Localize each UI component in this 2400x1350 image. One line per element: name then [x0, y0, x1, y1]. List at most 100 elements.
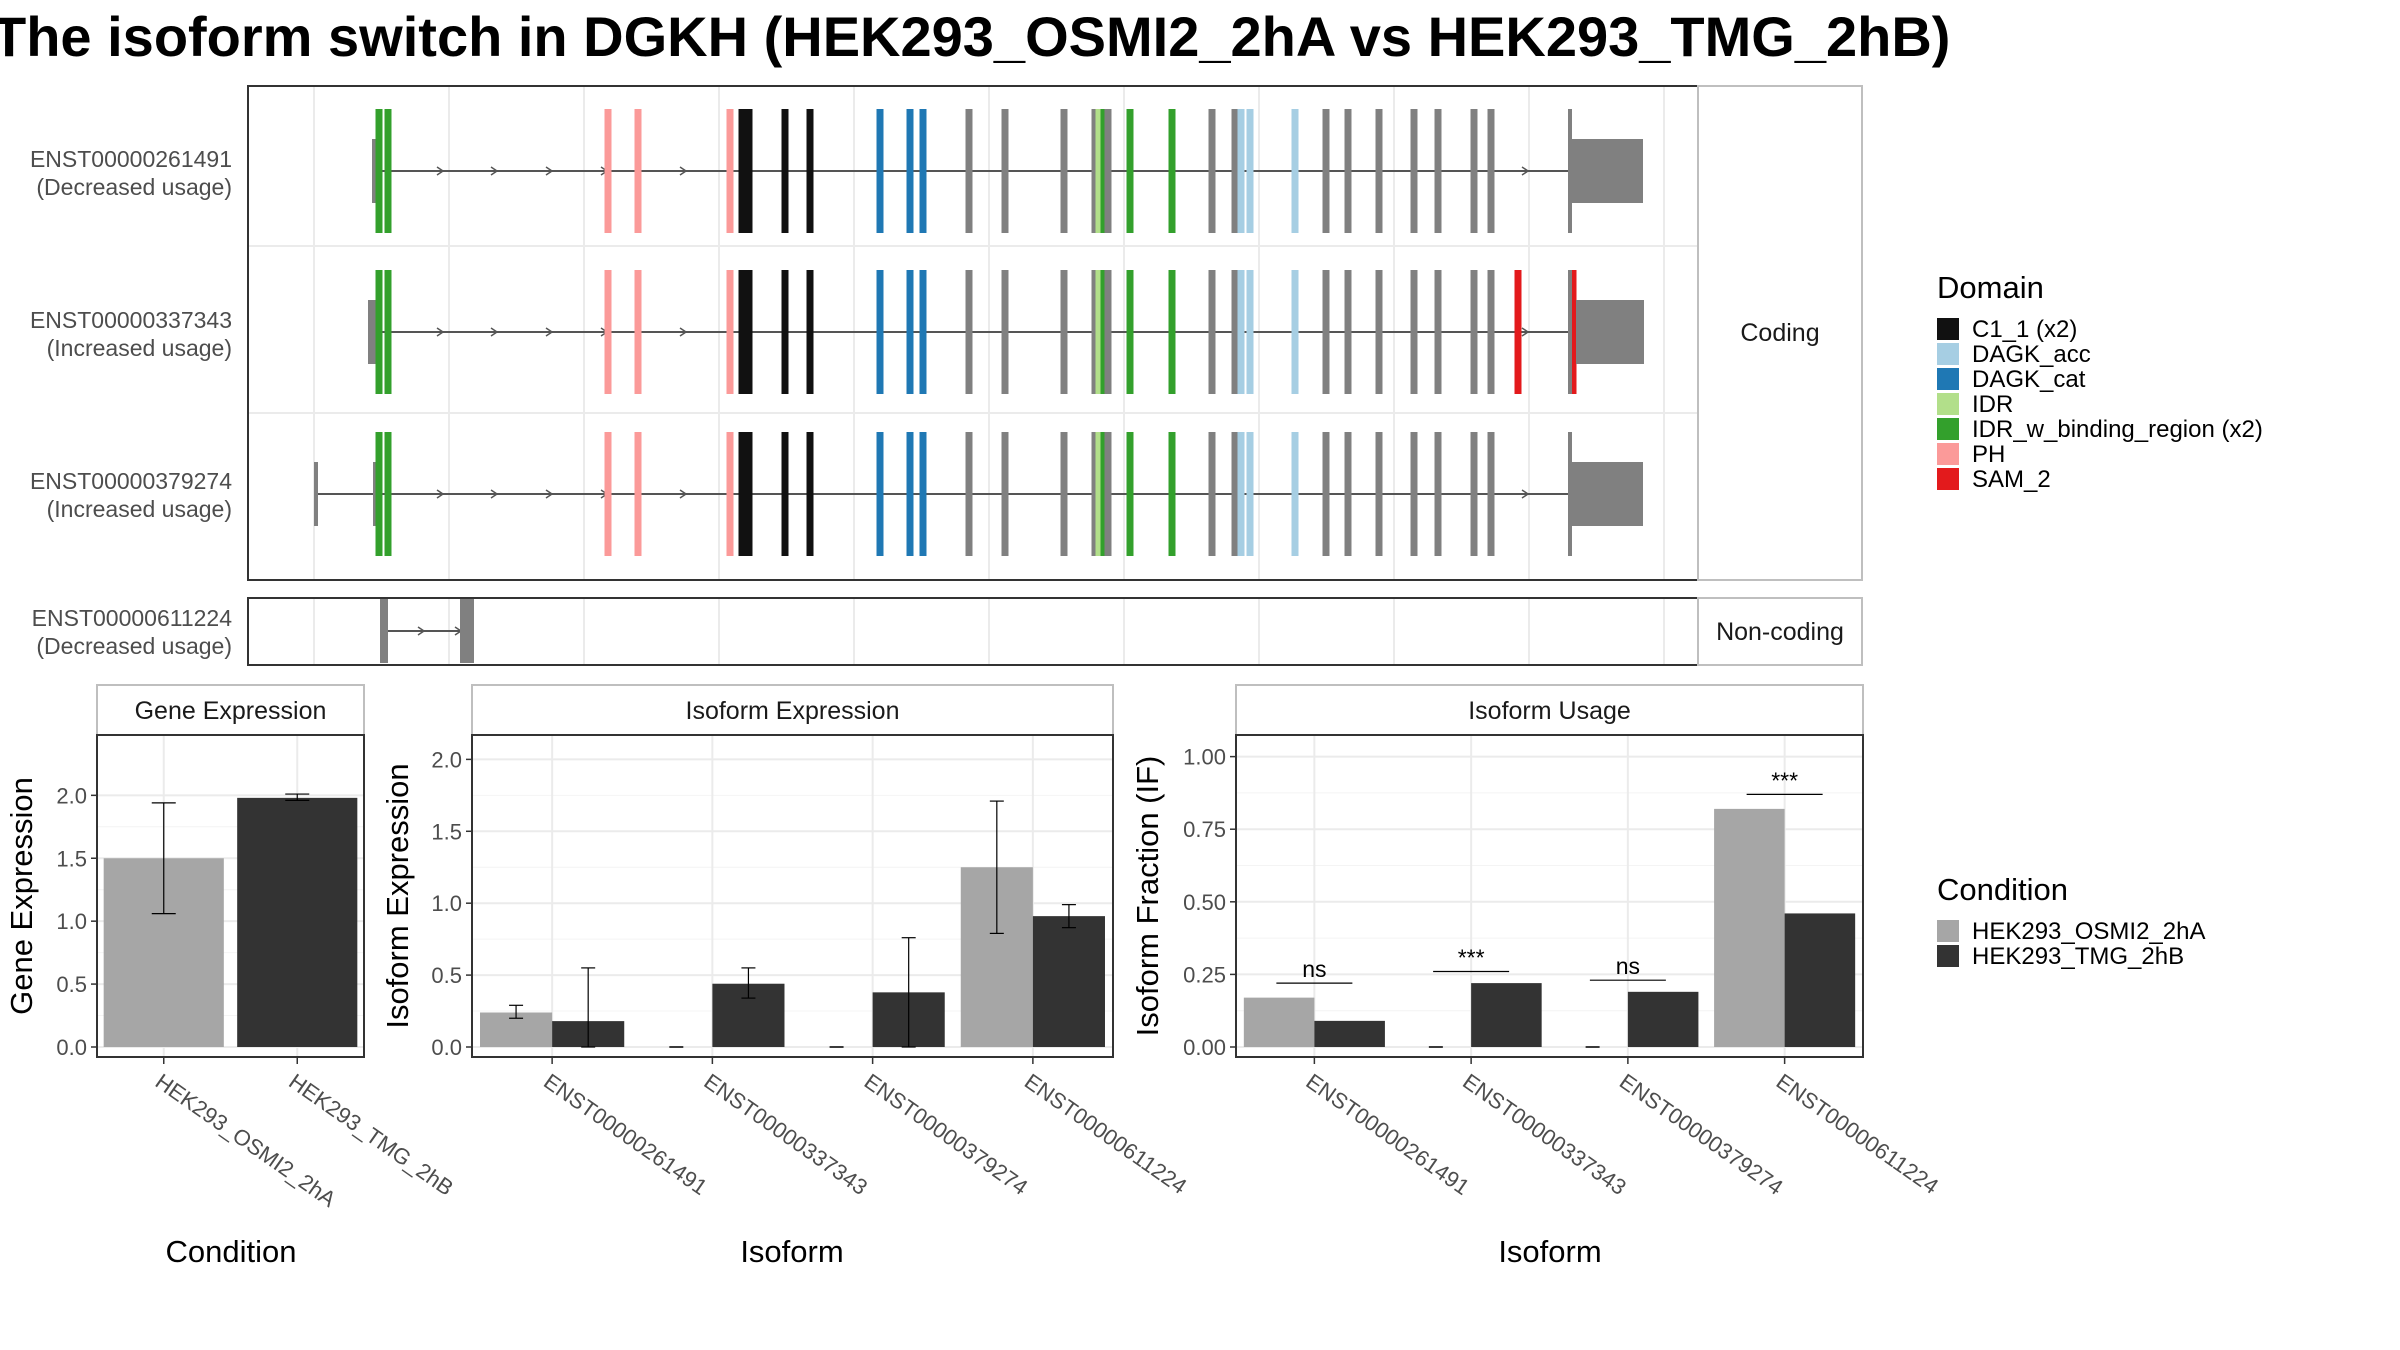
domain-legend-key	[1937, 343, 1959, 365]
exon-block	[1060, 109, 1068, 233]
exon-block	[1569, 270, 1577, 394]
significance-label: ns	[1616, 953, 1640, 979]
domain-legend-key	[1937, 368, 1959, 390]
exon-block	[1568, 109, 1572, 233]
y-tick-label: 0.75	[1183, 817, 1226, 842]
exon-block	[1126, 109, 1134, 233]
exon-block	[1104, 270, 1112, 394]
domain-legend: Domain C1_1 (x2)DAGK_accDAGK_catIDRIDR_w…	[1937, 270, 2263, 493]
exon-block	[1208, 109, 1216, 233]
y-tick-label: 0.0	[56, 1035, 87, 1060]
utr-exon	[1576, 300, 1644, 364]
exon-block	[375, 109, 383, 233]
y-tick-label: 1.0	[56, 909, 87, 934]
exon-block	[1291, 109, 1299, 233]
domain-legend-label: IDR_w_binding_region (x2)	[1972, 416, 2263, 443]
exon-block	[1168, 432, 1176, 556]
exon-block	[604, 432, 612, 556]
direction-arrow	[679, 327, 688, 337]
y-axis-title: Isoform Expression	[380, 763, 415, 1028]
y-axis-title: Gene Expression	[4, 777, 39, 1015]
exon-block	[876, 432, 884, 556]
exon-block	[1104, 432, 1112, 556]
exon-block	[384, 270, 392, 394]
condition-legend-label: HEK293_OSMI2_2hA	[1972, 918, 2205, 945]
bar	[237, 797, 358, 1047]
exon-block	[919, 270, 927, 394]
utr-exon	[372, 139, 376, 203]
isoform-row-label: ENST00000379274 (Increased usage)	[30, 468, 232, 522]
condition-legend-key	[1937, 945, 1959, 967]
y-tick-label: 0.5	[431, 963, 462, 988]
exon-block	[1246, 432, 1254, 556]
y-tick-label: 1.5	[56, 846, 87, 871]
exon-block	[738, 432, 746, 556]
y-axis-title: Isoform Fraction (IF)	[1130, 756, 1165, 1037]
direction-arrow	[490, 327, 499, 337]
exon-block	[1246, 109, 1254, 233]
exon-block	[1237, 270, 1245, 394]
exon-block	[965, 270, 973, 394]
exon-block	[781, 270, 789, 394]
condition-legend-title: Condition	[1937, 872, 2068, 907]
exon-block	[806, 432, 814, 556]
noncoding-strip	[1697, 597, 1863, 666]
exon-block	[745, 432, 753, 556]
domain-legend-label: PH	[1972, 441, 2005, 468]
exon-block	[1001, 109, 1009, 233]
exon-block	[1237, 109, 1245, 233]
utr-exon	[373, 462, 377, 526]
direction-arrow	[436, 489, 445, 499]
y-tick-label: 2.0	[56, 783, 87, 808]
error-bar	[901, 937, 916, 1048]
x-axis-title: Isoform	[740, 1234, 843, 1269]
x-axis-title: Isoform	[1498, 1234, 1601, 1269]
x-tick-label: ENST00000261491	[539, 1069, 712, 1200]
chart-title: Gene Expression	[135, 697, 327, 725]
x-tick-label: ENST00000379274	[860, 1069, 1033, 1200]
exon-block	[1091, 270, 1099, 394]
exon-block	[1237, 432, 1245, 556]
exon-block	[1375, 109, 1383, 233]
exon-block	[919, 109, 927, 233]
exon-block	[726, 109, 734, 233]
exon-block	[876, 109, 884, 233]
direction-arrow	[490, 166, 499, 176]
direction-arrow	[545, 166, 554, 176]
exon-block	[1291, 270, 1299, 394]
exon-block	[1095, 109, 1103, 233]
error-bar	[1061, 904, 1076, 929]
exon-block	[1231, 270, 1239, 394]
domain-legend-key	[1937, 468, 1959, 490]
exon-block	[1568, 270, 1572, 394]
bar	[1314, 1020, 1385, 1047]
y-tick-label: 1.00	[1183, 745, 1226, 770]
exon-block	[919, 432, 927, 556]
domain-legend-label: DAGK_acc	[1972, 341, 2091, 368]
exon-block	[1001, 432, 1009, 556]
direction-arrow	[679, 166, 688, 176]
exon-block	[1126, 270, 1134, 394]
exon-block	[1095, 270, 1103, 394]
x-axis-title: Condition	[166, 1234, 297, 1269]
exon-block	[1434, 432, 1442, 556]
exon-block	[726, 432, 734, 556]
exon-block	[1344, 432, 1352, 556]
bar	[1471, 983, 1542, 1047]
exon-block	[806, 109, 814, 233]
exon-block	[745, 270, 753, 394]
domain-legend-label: C1_1 (x2)	[1972, 316, 2077, 343]
exon-block	[906, 109, 914, 233]
exon-block	[1060, 432, 1068, 556]
direction-arrow	[436, 327, 445, 337]
exon-block	[781, 109, 789, 233]
error-bar	[989, 800, 1004, 934]
x-tick-label: ENST00000379274	[1615, 1069, 1788, 1200]
direction-arrow	[436, 166, 445, 176]
exon-block	[634, 109, 642, 233]
error-bar	[581, 967, 596, 1048]
bar-charts: Gene Expression0.00.51.01.52.0HEK293_OSM…	[4, 684, 1943, 1269]
exon-block	[1568, 432, 1572, 556]
exon-block	[1470, 432, 1478, 556]
